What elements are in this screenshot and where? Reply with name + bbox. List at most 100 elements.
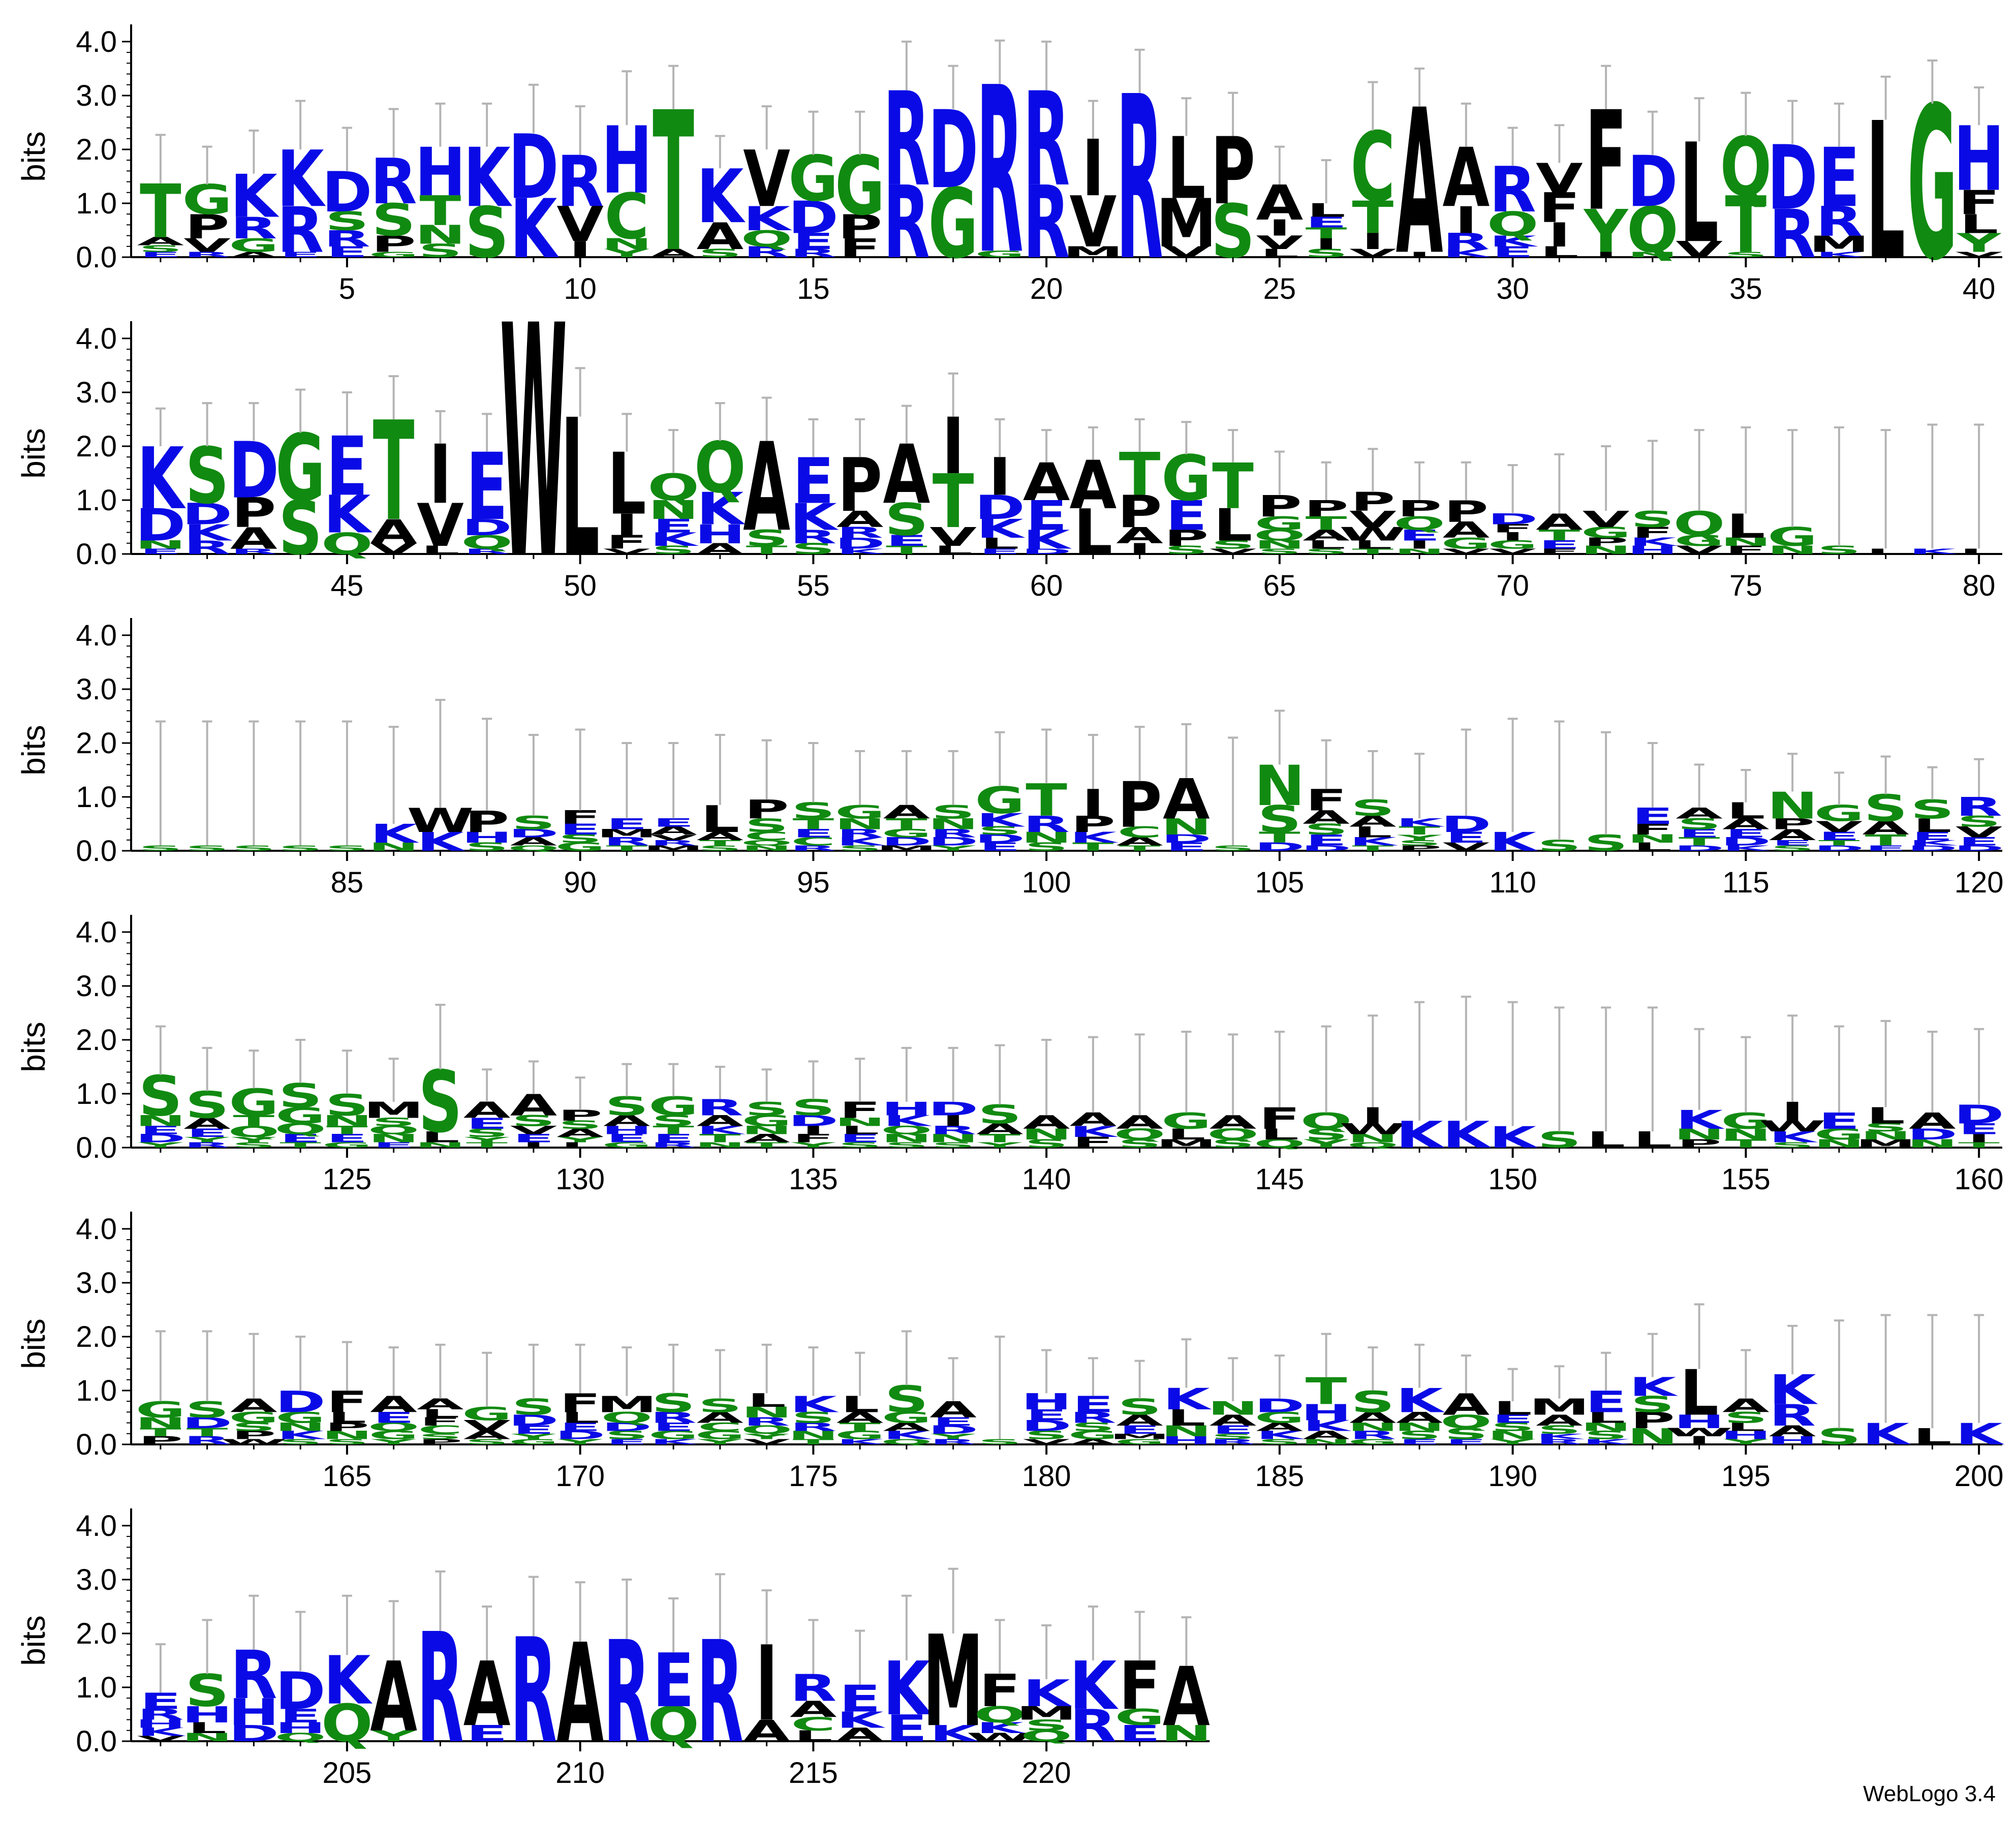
logo-column-84: S bbox=[278, 720, 322, 856]
logo-letter: P bbox=[1444, 495, 1488, 529]
logo-column-148: K bbox=[1396, 1001, 1445, 1157]
y-tick-label: 4.0 bbox=[76, 916, 117, 949]
logo-letter: S bbox=[605, 1091, 648, 1121]
logo-column-9: KD bbox=[508, 83, 559, 276]
logo-letter: N bbox=[322, 1113, 373, 1130]
logo-letter: E bbox=[1399, 1438, 1440, 1446]
logo-letter: G bbox=[1114, 1705, 1164, 1731]
logo-letter: V bbox=[1489, 547, 1536, 556]
logo-column-155: TNG bbox=[1720, 1036, 1772, 1153]
logo-letter: T bbox=[793, 1438, 834, 1446]
logo-letter: S bbox=[418, 1432, 462, 1441]
logo-letter: V bbox=[417, 491, 464, 560]
logo-letter: R bbox=[324, 226, 370, 252]
logo-letter: T bbox=[1539, 527, 1580, 544]
logo-letter: H bbox=[181, 1702, 232, 1728]
logo-letter: A bbox=[697, 215, 744, 258]
logo-letter: K bbox=[1583, 1438, 1632, 1446]
logo-letter: R bbox=[650, 1141, 697, 1150]
logo-letter: Y bbox=[697, 1438, 743, 1446]
logo-column-154: PNK bbox=[1673, 1028, 1725, 1153]
logo-letter: S bbox=[325, 1438, 369, 1446]
logo-letter: T bbox=[326, 1124, 368, 1136]
logo-column-33: NQD bbox=[1627, 110, 1679, 267]
y-axis-label: bits bbox=[15, 725, 52, 776]
logo-letter: S bbox=[325, 1088, 369, 1122]
logo-letter: A bbox=[1070, 1438, 1117, 1446]
logo-letter: L bbox=[1214, 500, 1252, 551]
logo-letter: E bbox=[513, 1132, 554, 1145]
logo-letter: S bbox=[605, 1429, 648, 1441]
logo-letter: V bbox=[1956, 824, 2003, 841]
logo-letter: E bbox=[1445, 1438, 1487, 1446]
logo-letter: F bbox=[1538, 547, 1580, 556]
logo-letter: I bbox=[802, 1124, 825, 1136]
logo-letter: D bbox=[275, 1661, 325, 1721]
logo-letter: E bbox=[140, 1124, 181, 1136]
logo-letter: S bbox=[1631, 1392, 1674, 1417]
logo-letter: N bbox=[601, 235, 652, 253]
logo-letter: Q bbox=[1487, 205, 1539, 244]
logo-column-218: KM bbox=[923, 1567, 983, 1755]
logo-letter: S bbox=[885, 1378, 928, 1421]
logo-letter: G bbox=[1161, 1108, 1211, 1134]
logo-letter: K bbox=[1442, 247, 1492, 260]
logo-letter: P bbox=[1164, 526, 1208, 551]
logo-column-104: S bbox=[1211, 736, 1255, 856]
x-tick-label: 180 bbox=[1022, 1460, 1071, 1493]
logo-letter: A bbox=[697, 830, 744, 843]
logo-letter: N bbox=[881, 1132, 932, 1145]
logo-column-54: TSA bbox=[743, 396, 790, 559]
logo-letter: T bbox=[280, 1141, 321, 1150]
logo-letter: L bbox=[1726, 1421, 1765, 1433]
x-tick-label: 80 bbox=[1963, 569, 1996, 602]
logo-letter: R bbox=[930, 827, 977, 840]
logo-letter: P bbox=[185, 207, 230, 246]
logo-column-4: ERK bbox=[277, 100, 326, 267]
logo-letter: E bbox=[1445, 829, 1487, 846]
logo-letter: V bbox=[556, 197, 604, 253]
logo-letter: E bbox=[886, 532, 927, 549]
logo-letter: T bbox=[1306, 225, 1347, 242]
logo-letter: D bbox=[182, 1414, 232, 1432]
logo-column-216: AKE bbox=[836, 1629, 886, 1746]
logo-letter: S bbox=[1398, 839, 1441, 847]
logo-column-79: K bbox=[1909, 423, 1958, 559]
logo-letter: K bbox=[696, 154, 746, 240]
logo-letter: Y bbox=[1490, 1438, 1536, 1446]
logo-letter: V bbox=[137, 1735, 184, 1743]
logo-letter: F bbox=[1492, 522, 1534, 535]
logo-column-8: SK bbox=[463, 102, 512, 274]
logo-letter: M bbox=[876, 844, 937, 853]
logo-letter: A bbox=[1349, 1409, 1397, 1427]
logo-column-34: VL bbox=[1676, 97, 1723, 274]
logo-letter: A bbox=[1909, 1108, 1956, 1134]
logo-letter: S bbox=[1398, 1429, 1441, 1441]
logo-letter: R bbox=[137, 1706, 184, 1723]
logo-letter: K bbox=[883, 1113, 933, 1130]
logo-letter: H bbox=[1953, 108, 2004, 211]
logo-letter: E bbox=[653, 1421, 694, 1433]
logo-letter: E bbox=[140, 251, 181, 259]
x-tick-label: 120 bbox=[1955, 866, 2004, 899]
logo-letter: K bbox=[929, 1721, 979, 1747]
logo-letter: G bbox=[509, 1438, 559, 1446]
logo-letter: A bbox=[1349, 813, 1397, 830]
logo-letter: Q bbox=[1207, 1126, 1259, 1143]
logo-letter: K bbox=[1302, 1417, 1352, 1435]
x-tick-label: 105 bbox=[1255, 866, 1304, 899]
logo-column-19: GR bbox=[975, 38, 1025, 305]
logo-row-5: 0.01.02.03.04.0bitsPTNGRTDSWPSGASKNGDSNP… bbox=[15, 1212, 2004, 1493]
logo-letter: E bbox=[326, 1132, 368, 1145]
